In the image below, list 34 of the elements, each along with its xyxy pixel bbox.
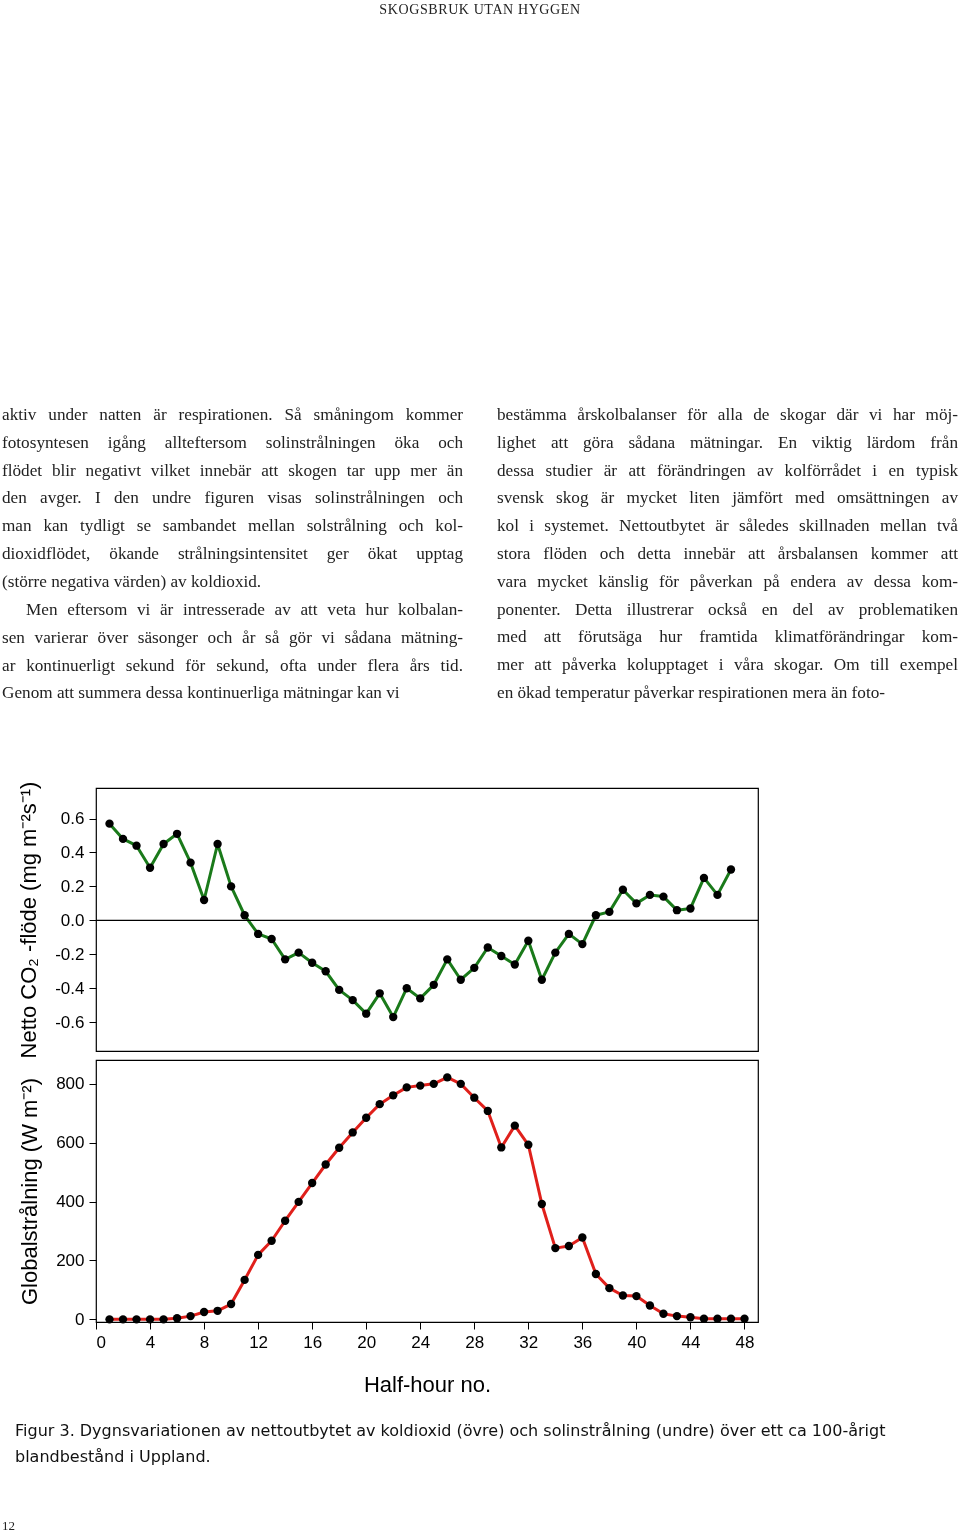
x-tick-label: 12 xyxy=(249,1332,269,1352)
y-tick-label: 0 xyxy=(75,1309,85,1329)
y-tick-label: 0.2 xyxy=(60,876,85,896)
y-tick-label: -0.2 xyxy=(55,944,85,964)
text: Men eftersom vi är intresserade av att veta hur kolbalan- sen varierar över säsonger och år så gör vi sådana mätning- ar kontinuerligt sekund för sekund, ofta under flera års tid. Genom att summera dessa kontinuerliga mätningar kan vi xyxy=(2,599,463,705)
x-tick-label: 28 xyxy=(465,1332,485,1352)
y-tick-label: 0.6 xyxy=(60,809,85,829)
y-tick-label: 0.0 xyxy=(60,910,85,930)
y-tick-label: 800 xyxy=(56,1074,85,1094)
y-tick-label: 0.4 xyxy=(60,842,85,862)
x-tick-label: 0 xyxy=(96,1332,106,1352)
y-tick-label: 200 xyxy=(56,1250,85,1270)
x-axis-title: Half-hour no. xyxy=(363,1371,492,1397)
y-tick-label: -0.6 xyxy=(55,1012,85,1032)
text: SKOGSBRUK UTAN HYGGEN xyxy=(378,2,582,18)
y-tick-label: 600 xyxy=(56,1133,85,1153)
x-tick-label: 20 xyxy=(357,1332,377,1352)
x-tick-label: 24 xyxy=(411,1332,431,1352)
x-tick-label: 16 xyxy=(303,1332,323,1352)
text: 12 xyxy=(2,1518,16,1534)
y-axis-title: Globalstrålning (W m⁻²) xyxy=(17,1077,43,1306)
x-tick-label: 4 xyxy=(145,1332,156,1352)
x-tick-label: 44 xyxy=(681,1332,701,1352)
y-tick-label: -0.4 xyxy=(55,978,85,998)
text: Figur 3. Dygnsvariationen av nettoutbytet av koldioxid (övre) och solinstrålning (undre) över ett ca 100-årigt blandbestånd i Uppland. xyxy=(15,1420,887,1468)
text: bestämma årskolbalanser för alla de skogar där vi har möj- lighet att göra sådana mätningar. En viktig lärdom från dessa studier är att förändringen av kolförrådet i en typisk svensk skog är mycket liten jämfört med omsättningen av kol i systemet. Nettoutbytet är således skillnaden mellan två stora flöden och detta innebär att årsbalansen kommer att vara mycket känslig för påverkan på endera av dessa kom- ponenter. Detta illustrerar också en del av problematiken med att förutsäga hur framtida klimatförändringar kom- mer att påverka kolupptaget i våra skogar. Om till exempel en ökad temperatur påverkar respirationen mera än foto- xyxy=(497,405,958,702)
x-tick-label: 36 xyxy=(573,1332,593,1352)
y-axis-title: Netto CO₂ -flöde (mg m⁻²s⁻¹) xyxy=(16,781,42,1059)
x-tick-label: 8 xyxy=(199,1332,210,1352)
y-tick-label: 400 xyxy=(56,1192,85,1212)
x-tick-label: 40 xyxy=(627,1332,647,1352)
x-tick-label: 48 xyxy=(735,1332,755,1352)
x-tick-label: 32 xyxy=(519,1332,539,1352)
text: aktiv under natten är respirationen. Så småningom kommer fotosyntesen igång allteftersom solinstrålningen öka och flödet blir negativt vilket innebär att skogen tar upp mer än den avger. I den undre figuren visas solinstrålningen och man kan tydligt se sambandet mellan solstrålning och kol- dioxidflödet, ökande strålningsintensitet ger ökat upptag (större negativa värden) av koldioxid. xyxy=(2,404,463,593)
